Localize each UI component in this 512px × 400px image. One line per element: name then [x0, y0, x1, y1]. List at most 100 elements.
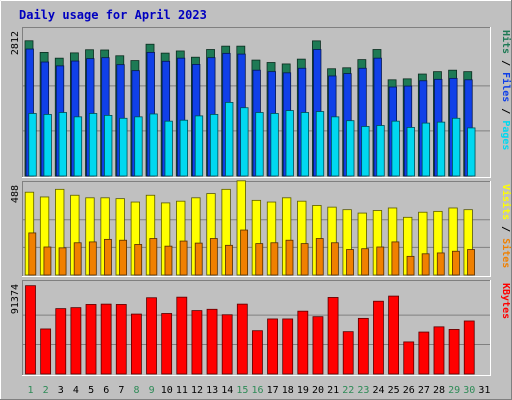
panel-legend: Visits / Sites	[500, 184, 512, 268]
bar-sites-day-24	[376, 246, 385, 276]
chart-panels: 2812 Hits / Files / Pages 488 Visits / Site…	[10, 27, 512, 376]
bar-pages-day-29	[452, 117, 461, 177]
bar-sites-day-29	[452, 250, 460, 276]
day-label-21: 21	[327, 385, 339, 396]
bar-kbytes-day-20	[312, 316, 324, 375]
bar-pages-day-12	[194, 115, 204, 177]
bar-pages-day-9	[149, 113, 158, 177]
day-label-24: 24	[373, 385, 385, 396]
day-label-4: 4	[73, 385, 79, 396]
bar-kbytes-day-5	[85, 304, 97, 375]
day-label-3: 3	[58, 385, 64, 396]
bar-kbytes-day-2	[40, 328, 52, 375]
day-label-13: 13	[206, 385, 218, 396]
day-label-5: 5	[88, 385, 94, 396]
bar-pages-day-30	[467, 127, 476, 177]
day-label-31: 31	[478, 385, 490, 396]
legend-separator: /	[500, 54, 511, 72]
day-label-11: 11	[176, 385, 188, 396]
day-labels: 1 2 3 4 5 6 7 8 9 10 11 12 13 14 15 16 17 18 19 20 21 22 23 24 2…	[28, 385, 491, 396]
bar-sites-day-5	[88, 241, 97, 276]
day-label-1: 1	[28, 385, 34, 396]
day-label-14: 14	[221, 385, 233, 396]
bar-kbytes-day-3	[55, 308, 67, 375]
bar-sites-day-19	[300, 243, 309, 276]
bar-kbytes-day-15	[236, 303, 248, 375]
day-label-28: 28	[433, 385, 445, 396]
legend-separator: /	[500, 220, 511, 238]
bar-sites-day-22	[346, 249, 354, 276]
bar-sites-day-28	[436, 252, 445, 276]
day-label-7: 7	[118, 385, 124, 396]
bar-pages-day-15	[240, 107, 249, 177]
bar-kbytes-day-29	[448, 329, 460, 375]
bar-sites-day-16	[255, 243, 264, 276]
bar-sites-day-20	[315, 238, 324, 276]
bar-sites-day-27	[421, 253, 430, 276]
day-label-12: 12	[191, 385, 203, 396]
day-label-6: 6	[103, 385, 109, 396]
bar-pages-day-17	[270, 113, 279, 177]
day-label-23: 23	[357, 385, 369, 396]
bar-sites-day-17	[270, 242, 279, 276]
bar-pages-day-22	[346, 120, 355, 177]
bar-kbytes-day-18	[282, 318, 294, 375]
legend-item-pages: Pages	[500, 120, 511, 150]
bar-kbytes-day-8	[130, 313, 142, 375]
y-axis-max-label: 488	[10, 185, 21, 203]
bar-sites-day-3	[58, 247, 67, 276]
bar-kbytes-day-22	[342, 331, 354, 375]
bar-pages-day-13	[209, 114, 219, 177]
bar-pages-day-21	[330, 116, 340, 177]
bar-kbytes-day-24	[373, 300, 384, 375]
bar-kbytes-day-13	[206, 308, 218, 375]
day-label-8: 8	[133, 385, 139, 396]
y-axis-max-label: 91374	[10, 284, 21, 314]
bar-sites-day-10	[164, 245, 173, 276]
bar-kbytes-day-25	[388, 295, 400, 375]
bar-sites-day-2	[43, 246, 52, 276]
legend-item-files: Files	[500, 72, 512, 102]
bar-kbytes-day-14	[221, 314, 233, 375]
bar-kbytes-day-9	[146, 297, 157, 375]
bar-sites-day-23	[361, 248, 370, 276]
day-label-30: 30	[463, 385, 475, 396]
bar-kbytes-day-27	[418, 331, 430, 375]
day-label-26: 26	[403, 385, 415, 396]
bar-kbytes-day-11	[176, 296, 188, 375]
legend-item-kbytes: KBytes	[500, 283, 511, 319]
panel-hits-files-pages: 2812 Hits / Files / Pages	[10, 27, 512, 178]
bar-kbytes-day-7	[115, 304, 127, 375]
day-label-16: 16	[251, 385, 263, 396]
legend-item-sites: Sites	[500, 238, 512, 268]
bar-pages-day-16	[255, 112, 264, 177]
day-label-25: 25	[388, 385, 400, 396]
bar-pages-day-26	[406, 127, 415, 177]
bar-pages-day-18	[285, 110, 294, 177]
y-axis-max-label: 2812	[10, 31, 21, 55]
day-label-9: 9	[149, 385, 155, 396]
bar-kbytes-day-6	[100, 303, 112, 375]
bar-pages-day-20	[315, 111, 325, 177]
bar-pages-day-24	[376, 125, 385, 177]
bar-pages-day-28	[436, 121, 446, 177]
bar-kbytes-day-21	[327, 297, 339, 375]
panel-visits-sites: 488 Visits / Sites	[10, 180, 512, 277]
day-label-15: 15	[236, 385, 248, 396]
bar-sites-day-15	[240, 229, 249, 276]
bar-pages-day-19	[300, 112, 310, 177]
bar-kbytes-day-10	[161, 313, 173, 375]
bar-sites-day-25	[391, 241, 400, 276]
panel-legend: KBytes	[500, 283, 511, 319]
bar-kbytes-day-1	[25, 285, 36, 375]
bar-pages-day-5	[88, 113, 98, 177]
bar-kbytes-day-23	[357, 317, 369, 375]
bar-sites-day-12	[194, 242, 203, 276]
bar-pages-day-11	[179, 119, 188, 177]
bar-sites-day-6	[104, 238, 112, 276]
bar-sites-day-18	[285, 239, 294, 276]
bar-pages-day-25	[391, 120, 400, 177]
bar-pages-day-6	[104, 115, 113, 177]
bar-kbytes-day-28	[433, 326, 445, 375]
